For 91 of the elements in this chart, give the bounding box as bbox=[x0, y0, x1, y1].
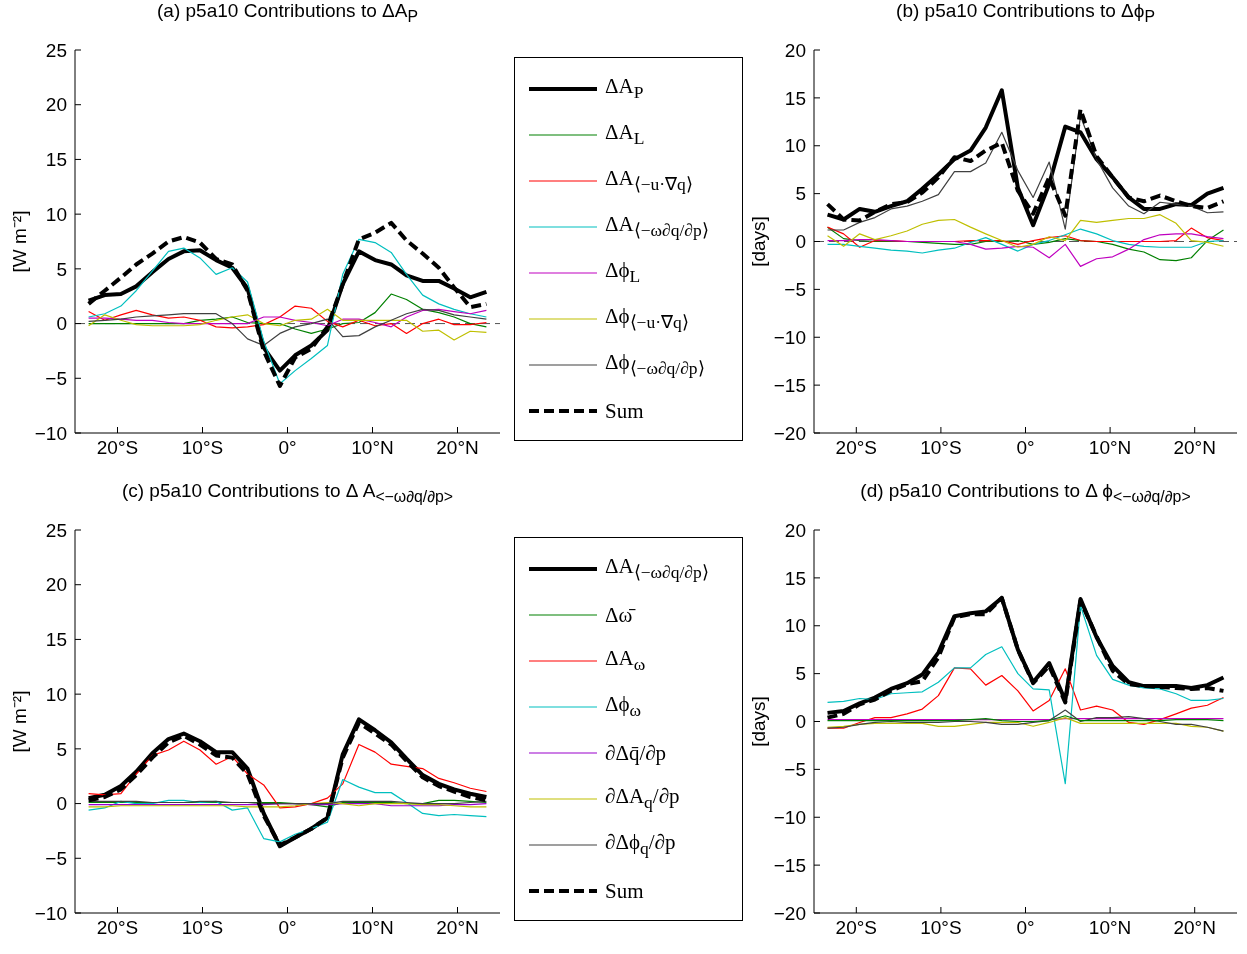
y-tick-label: 5 bbox=[56, 738, 67, 760]
line-series bbox=[826, 233, 1225, 267]
x-tick-label: 10°S bbox=[920, 917, 962, 939]
line-series bbox=[826, 709, 1225, 732]
y-axis-title: [W m⁻²] bbox=[8, 210, 30, 273]
legend-label: ∂ΔA$_{q}$/∂p bbox=[605, 784, 680, 814]
y-tick-label: 20 bbox=[784, 39, 806, 61]
x-tick-label: 20°N bbox=[1173, 437, 1216, 459]
legend-label: ΔA$_{P}$ bbox=[605, 74, 644, 104]
x-tick-label: 0° bbox=[1016, 917, 1035, 939]
y-tick-label: −5 bbox=[45, 368, 67, 390]
y-tick-label: −15 bbox=[773, 374, 806, 396]
x-tick-label: 10°N bbox=[351, 917, 394, 939]
y-tick-label: −15 bbox=[773, 854, 806, 876]
line-series bbox=[88, 740, 487, 809]
legend-label: ∂Δϕ$_{q}$/∂p bbox=[605, 830, 676, 860]
x-tick-label: 20°N bbox=[1173, 917, 1216, 939]
line-series bbox=[88, 308, 487, 341]
x-tick-label: 20°S bbox=[835, 917, 877, 939]
y-tick-label: −10 bbox=[773, 326, 806, 348]
legend-label: ΔA$_{L}$ bbox=[605, 120, 645, 150]
x-tick-label: 10°N bbox=[1088, 437, 1132, 459]
legend-label: Δϕ$_{ω}$ bbox=[605, 692, 642, 722]
y-tick-label: 10 bbox=[784, 615, 806, 637]
legend-label: Δϕ$_{⟨−ω∂q/∂p⟩}$ bbox=[605, 350, 705, 380]
line-series bbox=[88, 308, 487, 328]
line-series bbox=[826, 605, 1225, 785]
y-tick-label: −20 bbox=[773, 422, 806, 444]
y-tick-label: 0 bbox=[56, 313, 67, 335]
line-series bbox=[88, 778, 487, 843]
legend-label: Sum bbox=[605, 878, 644, 904]
x-tick-label: 20°N bbox=[436, 437, 479, 459]
legend-label: ΔA$_{⟨−u·∇q⟩}$ bbox=[605, 166, 693, 196]
chart-title: (c) p5a10 Contributions to Δ A$_{<−ω∂q/∂p>}$ bbox=[120, 480, 455, 506]
legend-label: Sum bbox=[605, 398, 644, 424]
x-tick-label: 20°N bbox=[436, 917, 479, 939]
y-tick-label: −10 bbox=[34, 422, 67, 444]
y-tick-label: −10 bbox=[34, 902, 67, 924]
y-tick-label: 15 bbox=[45, 629, 67, 651]
legend-label: ∂Δq̄/∂p bbox=[605, 740, 667, 766]
y-tick-label: 10 bbox=[784, 135, 806, 157]
y-tick-label: −5 bbox=[784, 279, 806, 301]
y-tick-label: −5 bbox=[784, 759, 806, 781]
y-tick-label: 0 bbox=[56, 793, 67, 815]
x-tick-label: 20°S bbox=[835, 437, 877, 459]
y-tick-label: −5 bbox=[45, 848, 67, 870]
y-tick-label: 0 bbox=[795, 231, 806, 253]
y-tick-label: 25 bbox=[45, 519, 67, 541]
x-tick-label: 20°S bbox=[96, 917, 139, 939]
y-tick-label: 5 bbox=[795, 183, 806, 205]
x-tick-label: 0° bbox=[278, 917, 297, 939]
x-tick-label: 10°N bbox=[351, 437, 394, 459]
x-tick-label: 20°S bbox=[96, 437, 139, 459]
x-tick-label: 10°S bbox=[181, 917, 224, 939]
y-tick-label: 20 bbox=[45, 574, 67, 596]
y-tick-label: 20 bbox=[45, 94, 67, 116]
line-series bbox=[826, 226, 1225, 262]
x-tick-label: 10°N bbox=[1088, 917, 1132, 939]
y-tick-label: −20 bbox=[773, 902, 806, 924]
line-series bbox=[826, 228, 1225, 254]
x-tick-label: 0° bbox=[278, 437, 297, 459]
y-tick-label: 20 bbox=[784, 519, 806, 541]
legend-label: ΔA$_{⟨−ω∂q/∂p⟩}$ bbox=[605, 212, 709, 242]
y-axis-title: [days] bbox=[747, 696, 769, 747]
y-tick-label: 0 bbox=[795, 711, 806, 733]
y-tick-label: 15 bbox=[784, 567, 806, 589]
chart-title: (d) p5a10 Contributions to Δ ϕ$_{<−ω∂q/∂p>}$ bbox=[859, 480, 1192, 506]
legend-label: Δϕ$_{⟨−u·∇q⟩}$ bbox=[605, 304, 689, 334]
legend-label: ΔA$_{ω}$ bbox=[605, 646, 646, 676]
chart-title: (a) p5a10 Contributions to ΔA$_{P}$ bbox=[156, 0, 419, 26]
y-axis-title: [days] bbox=[747, 216, 769, 267]
line-series bbox=[88, 308, 487, 347]
legend-label: ΔA$_{⟨−ω∂q/∂p⟩}$ bbox=[605, 554, 709, 584]
line-series bbox=[88, 293, 487, 335]
legend-label: Δϕ$_{L}$ bbox=[605, 258, 641, 288]
line-series bbox=[826, 214, 1225, 248]
y-tick-label: 5 bbox=[795, 663, 806, 685]
y-tick-label: 10 bbox=[45, 683, 67, 705]
y-tick-label: 10 bbox=[45, 203, 67, 225]
y-tick-label: −10 bbox=[773, 806, 806, 828]
y-tick-label: 25 bbox=[45, 39, 67, 61]
x-tick-label: 10°S bbox=[181, 437, 224, 459]
x-tick-label: 0° bbox=[1016, 437, 1035, 459]
chart-title: (b) p5a10 Contributions to Δϕ$_{P}$ bbox=[895, 0, 1156, 26]
y-tick-label: 15 bbox=[45, 149, 67, 171]
y-axis-title: [W m⁻²] bbox=[8, 690, 30, 753]
line-series bbox=[88, 305, 487, 335]
y-tick-label: 5 bbox=[56, 258, 67, 280]
y-tick-label: 15 bbox=[784, 87, 806, 109]
x-tick-label: 10°S bbox=[920, 437, 962, 459]
line-series bbox=[825, 88, 1226, 228]
